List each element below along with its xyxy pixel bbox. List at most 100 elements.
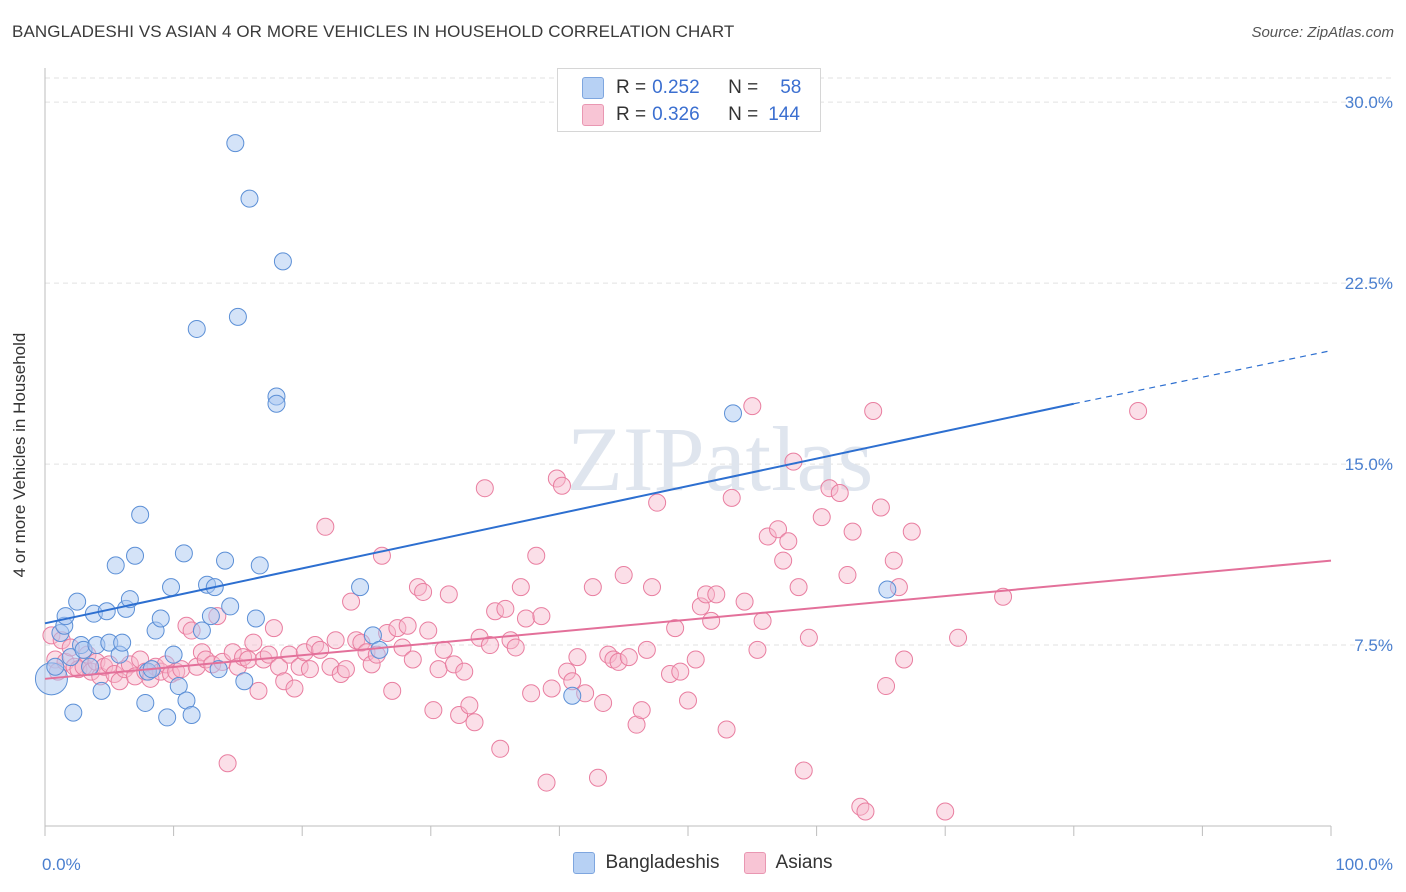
asians-point bbox=[666, 619, 685, 638]
asians-point bbox=[542, 679, 561, 698]
asians-point bbox=[347, 631, 366, 650]
legend-r-label: R = bbox=[616, 77, 647, 98]
asians-point bbox=[321, 657, 340, 676]
asians-point bbox=[627, 715, 646, 734]
asians-point bbox=[275, 672, 294, 691]
bangladeshis-point bbox=[113, 633, 132, 652]
bangladeshis-point bbox=[64, 703, 83, 722]
bangladeshis-point bbox=[192, 621, 211, 640]
bangladeshis-trend-extension bbox=[1073, 350, 1332, 405]
asians-point bbox=[594, 693, 613, 712]
asians-point bbox=[187, 657, 206, 676]
asians-point bbox=[558, 662, 577, 681]
asians-point bbox=[632, 701, 651, 720]
bangladeshis-point bbox=[228, 307, 247, 326]
bottom-legend-label: Asians bbox=[775, 852, 833, 873]
asians-point bbox=[336, 660, 355, 679]
asians-point bbox=[480, 636, 499, 655]
legend-row-bangladeshis: R = 0.252 N = 58 bbox=[582, 77, 801, 99]
asians-point bbox=[588, 768, 607, 787]
asians-point bbox=[779, 532, 798, 551]
asians-point bbox=[830, 484, 849, 503]
asians-point bbox=[799, 628, 818, 647]
asians-point bbox=[851, 797, 870, 816]
bangladeshis-point bbox=[158, 708, 177, 727]
asians-point bbox=[604, 650, 623, 669]
asians-trend-line bbox=[44, 559, 1332, 680]
y-tick-label: 30.0% bbox=[1345, 93, 1393, 112]
asians-point bbox=[702, 611, 721, 630]
legend-r-value: 0.326 bbox=[652, 104, 700, 125]
asians-point bbox=[419, 621, 438, 640]
y-tick-label: 7.5% bbox=[1354, 636, 1393, 655]
x-tick-label: 100.0% bbox=[1335, 855, 1393, 874]
legend-swatch-pink bbox=[582, 104, 604, 126]
asians-point bbox=[527, 546, 546, 565]
asians-point bbox=[522, 684, 541, 703]
asians-point bbox=[697, 585, 716, 604]
asians-point bbox=[609, 652, 628, 671]
asians-point bbox=[516, 609, 535, 628]
asians-point bbox=[326, 631, 345, 650]
asians-point bbox=[936, 802, 955, 821]
asians-point bbox=[583, 578, 602, 597]
asians-point bbox=[864, 401, 883, 420]
asians-point bbox=[1129, 401, 1148, 420]
asians-point bbox=[342, 592, 361, 611]
asians-point bbox=[820, 479, 839, 498]
asians-point bbox=[648, 493, 667, 512]
x-tick-label: 0.0% bbox=[42, 855, 81, 874]
asians-point bbox=[218, 754, 237, 773]
asians-point bbox=[465, 713, 484, 732]
asians-point bbox=[444, 655, 463, 674]
asians-point bbox=[949, 628, 968, 647]
legend-r-value: 0.252 bbox=[652, 77, 700, 98]
asians-point bbox=[994, 587, 1013, 606]
legend-n-value: 58 bbox=[780, 77, 802, 98]
bangladeshis-point bbox=[56, 607, 75, 626]
asians-point bbox=[362, 655, 381, 674]
asians-point bbox=[884, 551, 903, 570]
asians-point bbox=[249, 681, 268, 700]
asians-point bbox=[568, 648, 587, 667]
asians-point bbox=[812, 508, 831, 527]
bangladeshis-point bbox=[209, 660, 228, 679]
bangladeshis-point bbox=[92, 681, 111, 700]
bangladeshis-point bbox=[46, 657, 65, 676]
asians-point bbox=[758, 527, 777, 546]
asians-point bbox=[264, 619, 283, 638]
asians-point bbox=[856, 802, 875, 821]
asians-point bbox=[735, 592, 754, 611]
bangladeshis-point bbox=[724, 404, 743, 423]
asians-point bbox=[671, 662, 690, 681]
asians-point bbox=[383, 681, 402, 700]
bangladeshis-point bbox=[106, 556, 125, 575]
bangladeshis-point bbox=[174, 544, 193, 563]
bottom-legend: Bangladeshis Asians bbox=[0, 852, 1406, 874]
legend-n-label: N = bbox=[728, 77, 759, 98]
trend-lines bbox=[44, 350, 1332, 680]
asians-point bbox=[491, 739, 510, 758]
asians-point bbox=[429, 660, 448, 679]
asians-point bbox=[398, 616, 417, 635]
asians-point bbox=[774, 551, 793, 570]
asians-point bbox=[637, 640, 656, 659]
bangladeshis-point bbox=[151, 609, 170, 628]
asians-point bbox=[686, 650, 705, 669]
asians-point bbox=[408, 578, 427, 597]
bangladeshis-point bbox=[126, 546, 145, 565]
bangladeshis-point bbox=[169, 677, 188, 696]
y-tick-label: 22.5% bbox=[1345, 274, 1393, 293]
chart-title: BANGLADESHI VS ASIAN 4 OR MORE VEHICLES … bbox=[12, 22, 735, 41]
asians-point bbox=[552, 476, 571, 495]
asians-point bbox=[424, 701, 443, 720]
asians-point bbox=[295, 643, 314, 662]
asians-point bbox=[511, 578, 530, 597]
bangladeshis-point bbox=[216, 551, 235, 570]
asians-point bbox=[871, 498, 890, 517]
legend-row-asians: R = 0.326 N = 144 bbox=[582, 104, 800, 126]
bangladeshis-point bbox=[878, 580, 897, 599]
bangladeshis-point bbox=[221, 597, 240, 616]
bangladeshis-point bbox=[162, 578, 181, 597]
bangladeshis-point bbox=[81, 657, 100, 676]
